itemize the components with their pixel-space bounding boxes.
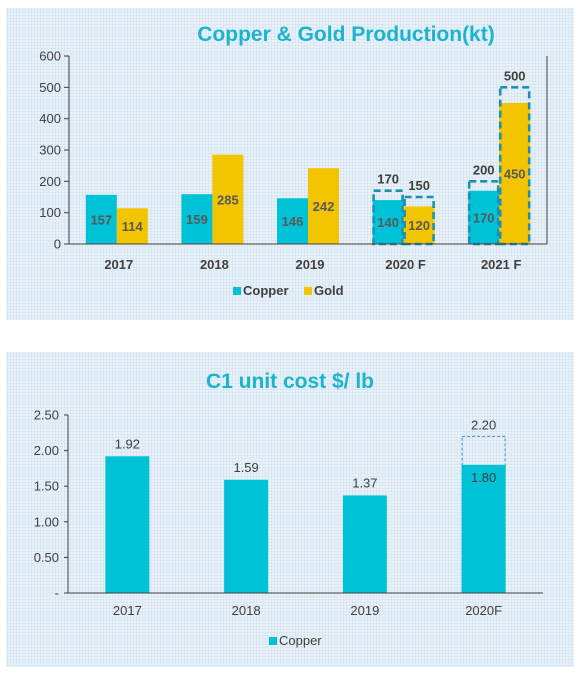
x-tick-label: 2020F bbox=[465, 603, 502, 618]
copper-data-label: 146 bbox=[282, 214, 304, 229]
y-tick-label: - bbox=[55, 586, 59, 601]
forecast-upper-label: 500 bbox=[504, 68, 526, 83]
legend-label-copper: Copper bbox=[243, 283, 289, 298]
copper-data-label: 159 bbox=[186, 212, 208, 227]
x-tick-label: 2018 bbox=[200, 257, 229, 272]
copper-data-label: 157 bbox=[90, 212, 112, 227]
copper-bar bbox=[105, 456, 150, 593]
x-tick-label: 2017 bbox=[113, 603, 142, 618]
chart-title: Copper & Gold Production(kt) bbox=[197, 23, 494, 46]
copper-forecast-upper-bar bbox=[372, 189, 404, 246]
copper-data-label: 1.37 bbox=[352, 475, 377, 490]
y-tick-label: 2.50 bbox=[34, 408, 59, 423]
y-tick-label: 0.50 bbox=[34, 550, 59, 565]
gold-data-label: 242 bbox=[313, 199, 335, 214]
y-tick-label: 100 bbox=[39, 205, 61, 220]
legend-label-copper: Copper bbox=[279, 633, 322, 648]
legend-swatch-copper bbox=[233, 287, 241, 295]
y-tick-label: 600 bbox=[39, 49, 61, 64]
forecast-upper-label: 200 bbox=[473, 162, 495, 177]
x-tick-label: 2017 bbox=[104, 257, 133, 272]
x-tick-label: 2019 bbox=[296, 257, 325, 272]
forecast-upper-label: 170 bbox=[377, 172, 399, 187]
legend-label-gold: Gold bbox=[314, 283, 344, 298]
gold-data-label: 285 bbox=[217, 192, 239, 207]
legend-swatch-gold bbox=[304, 287, 312, 295]
copper-forecast-upper-bar bbox=[467, 180, 500, 246]
unit-cost-chart-panel: C1 unit cost $/ lb - 0.50 1.00 1.50 2.00 2.50 2… bbox=[6, 352, 574, 667]
legend-swatch-copper bbox=[269, 637, 277, 645]
x-tick-label: 2019 bbox=[350, 603, 379, 618]
copper-bar bbox=[372, 200, 404, 244]
gold-bar bbox=[116, 208, 148, 244]
copper-bar bbox=[224, 479, 269, 593]
copper-bar bbox=[85, 194, 117, 244]
gold-bar bbox=[499, 103, 531, 244]
y-tick-label: 300 bbox=[39, 143, 61, 158]
copper-bar bbox=[277, 198, 308, 244]
y-tick-label: 0 bbox=[54, 237, 61, 252]
gold-bar bbox=[212, 154, 244, 244]
gold-bar bbox=[403, 206, 435, 244]
copper-data-label: 1.80 bbox=[471, 470, 496, 485]
x-tick-label: 2021 F bbox=[481, 257, 522, 272]
production-chart: Copper & Gold Production(kt) 0 100 200 300 40… bbox=[39, 23, 548, 298]
chart-title: C1 unit cost $/ lb bbox=[206, 370, 374, 393]
gold-bar bbox=[308, 168, 339, 244]
copper-data-label: 140 bbox=[377, 215, 399, 230]
gold-data-label: 450 bbox=[504, 167, 526, 182]
forecast-upper-label: 150 bbox=[408, 178, 430, 193]
copper-data-label: 1.59 bbox=[233, 460, 258, 475]
y-tick-label: 200 bbox=[39, 174, 61, 189]
y-tick-label: 1.00 bbox=[34, 514, 59, 529]
copper-bar bbox=[468, 190, 500, 244]
copper-bar bbox=[181, 194, 213, 244]
x-tick-label: 2020 F bbox=[385, 257, 426, 272]
y-tick-label: 400 bbox=[39, 111, 61, 126]
gold-data-label: 114 bbox=[122, 219, 144, 234]
y-tick-label: 2.00 bbox=[34, 443, 59, 458]
unit-cost-chart: C1 unit cost $/ lb - 0.50 1.00 1.50 2.00 2.50 2… bbox=[34, 370, 543, 648]
copper-bar bbox=[461, 464, 506, 593]
x-tick-label: 2018 bbox=[232, 603, 261, 618]
production-chart-panel: Copper & Gold Production(kt) 0 100 200 300 40… bbox=[6, 8, 574, 320]
y-tick-label: 500 bbox=[39, 80, 61, 95]
y-tick-label: 1.50 bbox=[34, 479, 59, 494]
copper-data-label: 1.92 bbox=[115, 436, 140, 451]
copper-bar bbox=[342, 495, 387, 593]
forecast-upper-label: 2.20 bbox=[471, 417, 496, 432]
gold-data-label: 120 bbox=[408, 218, 430, 233]
copper-data-label: 170 bbox=[473, 210, 495, 225]
